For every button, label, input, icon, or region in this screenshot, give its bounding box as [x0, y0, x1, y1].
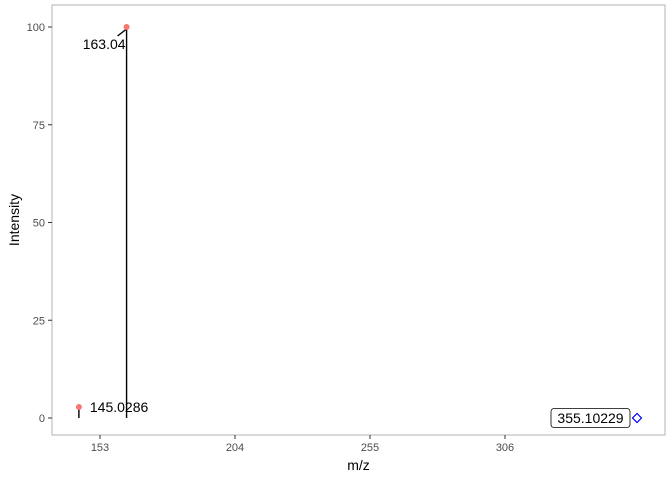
peak-label: 163.04	[83, 36, 126, 52]
precursor-diamond	[631, 412, 643, 424]
x-axis: 153 204 255 306	[91, 435, 514, 454]
y-axis: 0 25 50 75 100	[27, 22, 52, 425]
y-tick-label: 0	[39, 413, 45, 425]
y-tick-label: 100	[27, 22, 45, 34]
y-tick-label: 50	[33, 218, 45, 230]
peak-point	[123, 24, 130, 30]
precursor-label-box	[550, 408, 631, 428]
label-leader-lines	[117, 28, 128, 37]
y-tick-label: 75	[33, 120, 45, 132]
plot-panel	[51, 4, 666, 436]
y-axis-title: Intensity	[6, 194, 22, 246]
precursor-label: 355.10229	[557, 410, 623, 426]
x-tick-label: 255	[361, 442, 379, 454]
x-tick-label: 306	[496, 442, 514, 454]
label-leader-line	[117, 28, 128, 37]
peak-points	[75, 24, 130, 411]
peak-point	[75, 404, 82, 411]
precursor-group: 355.10229	[550, 408, 643, 428]
x-axis-title: m/z	[347, 457, 370, 473]
peak-label: 145.0286	[90, 399, 149, 415]
x-tick-label: 204	[226, 442, 244, 454]
peak-labels: 145.0286 163.04	[83, 36, 149, 415]
x-tick-label: 153	[91, 442, 109, 454]
y-tick-label: 25	[33, 315, 45, 327]
